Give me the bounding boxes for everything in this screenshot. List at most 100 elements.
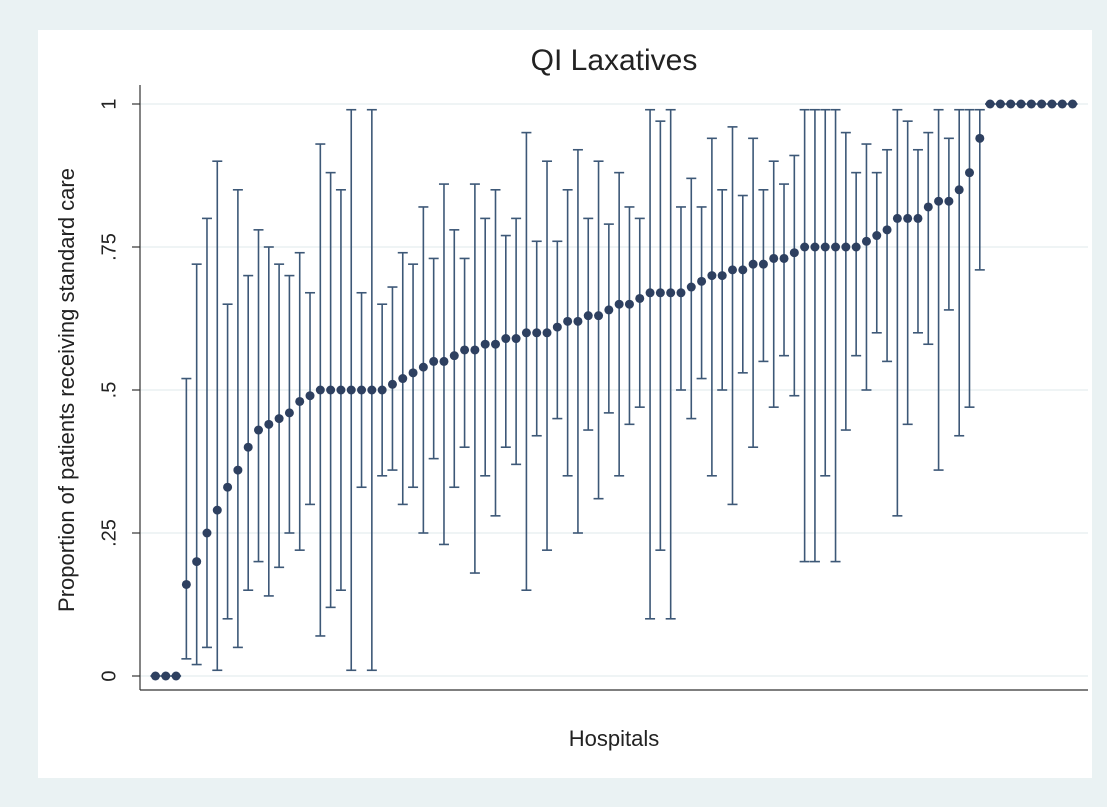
error-bar — [933, 108, 944, 471]
y-tick-label: 1 — [98, 98, 120, 109]
point — [604, 305, 614, 315]
y-tick-label: .75 — [98, 233, 120, 261]
error-bar — [964, 108, 975, 408]
point — [975, 133, 985, 143]
point — [181, 579, 191, 589]
point — [810, 242, 820, 252]
error-bar — [768, 160, 779, 408]
error-bar — [531, 240, 542, 437]
error-bar — [923, 131, 934, 346]
y-tick-label: .25 — [98, 519, 120, 547]
point — [861, 236, 871, 246]
error-bar — [686, 177, 697, 420]
point — [882, 225, 892, 235]
error-bar — [387, 286, 398, 471]
error-bar — [191, 263, 202, 666]
error-bar — [717, 189, 728, 391]
error-bar — [232, 189, 243, 649]
point — [1057, 99, 1067, 109]
error-bar — [665, 108, 676, 620]
point — [1047, 99, 1057, 109]
point — [161, 671, 171, 681]
graph-region — [38, 30, 1092, 778]
point — [233, 465, 243, 475]
error-bar — [253, 229, 264, 563]
point — [460, 345, 470, 355]
error-bar — [542, 160, 553, 551]
point — [418, 362, 428, 372]
point — [1068, 99, 1078, 109]
point — [820, 242, 830, 252]
point — [521, 328, 531, 338]
point — [295, 396, 305, 406]
point — [717, 271, 727, 281]
error-bar — [830, 108, 841, 563]
point — [666, 288, 676, 298]
point — [707, 271, 717, 281]
point — [624, 299, 634, 309]
point — [594, 311, 604, 321]
point — [243, 442, 253, 452]
point — [449, 351, 459, 361]
error-bar — [572, 148, 583, 534]
error-bar — [521, 131, 532, 592]
point — [305, 391, 315, 401]
error-bar — [490, 189, 501, 517]
point — [800, 242, 810, 252]
error-bar — [871, 171, 882, 334]
error-bar — [706, 137, 717, 477]
error-bar — [614, 171, 625, 477]
y-tick-label: 0 — [98, 670, 120, 681]
point — [769, 253, 779, 263]
error-bar — [809, 108, 820, 563]
point — [501, 334, 511, 344]
error-bar — [892, 108, 903, 517]
point — [408, 368, 418, 378]
error-bar — [222, 303, 233, 620]
point — [965, 168, 974, 178]
error-bar — [603, 223, 614, 414]
point — [789, 248, 799, 258]
error-bar — [655, 120, 666, 551]
point — [439, 356, 449, 366]
point — [552, 322, 562, 332]
error-bar — [902, 120, 913, 426]
error-bar — [583, 217, 594, 431]
point — [923, 202, 933, 212]
error-bar — [861, 143, 872, 391]
error-bar — [212, 160, 223, 672]
point — [563, 316, 573, 326]
point — [274, 414, 284, 424]
point — [429, 356, 439, 366]
error-bar — [593, 160, 604, 500]
point — [284, 408, 294, 418]
point — [655, 288, 665, 298]
point — [892, 213, 902, 223]
point — [1006, 99, 1016, 109]
point — [841, 242, 851, 252]
point — [480, 339, 490, 349]
point — [635, 293, 645, 303]
point — [326, 385, 336, 395]
chart-title: QI Laxatives — [531, 44, 698, 77]
point — [315, 385, 325, 395]
point — [851, 242, 861, 252]
point — [1026, 99, 1036, 109]
error-bar — [851, 171, 862, 357]
point — [532, 328, 542, 338]
error-bar — [779, 183, 790, 357]
y-tick-label: .5 — [98, 382, 120, 399]
error-bar — [737, 194, 748, 374]
error-bar — [748, 137, 759, 449]
point — [202, 528, 212, 538]
error-bar — [634, 217, 645, 408]
point — [336, 385, 346, 395]
x-axis-label: Hospitals — [569, 726, 659, 751]
point — [831, 242, 841, 252]
error-bar — [727, 126, 738, 506]
point — [387, 379, 397, 389]
point — [377, 385, 387, 395]
error-bar — [840, 131, 851, 431]
point — [542, 328, 552, 338]
